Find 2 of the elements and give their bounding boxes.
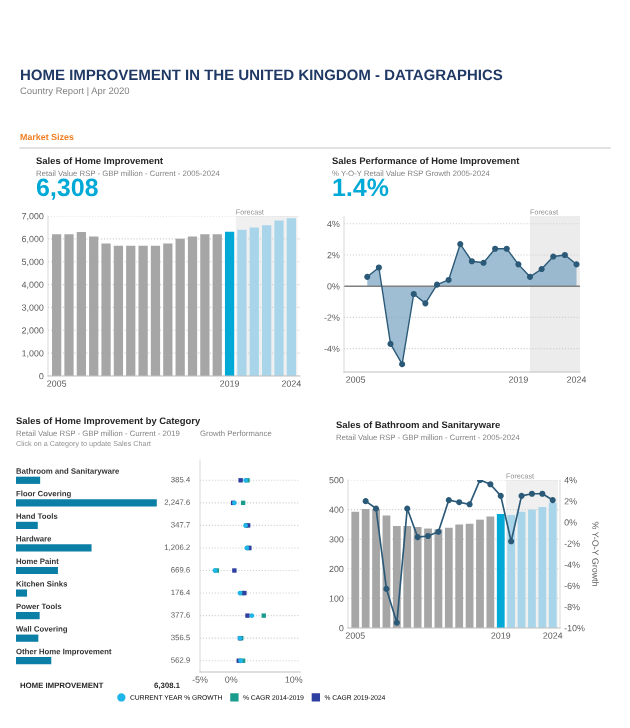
text: 6,308 (36, 178, 98, 200)
text: 1.4% (333, 178, 389, 197)
